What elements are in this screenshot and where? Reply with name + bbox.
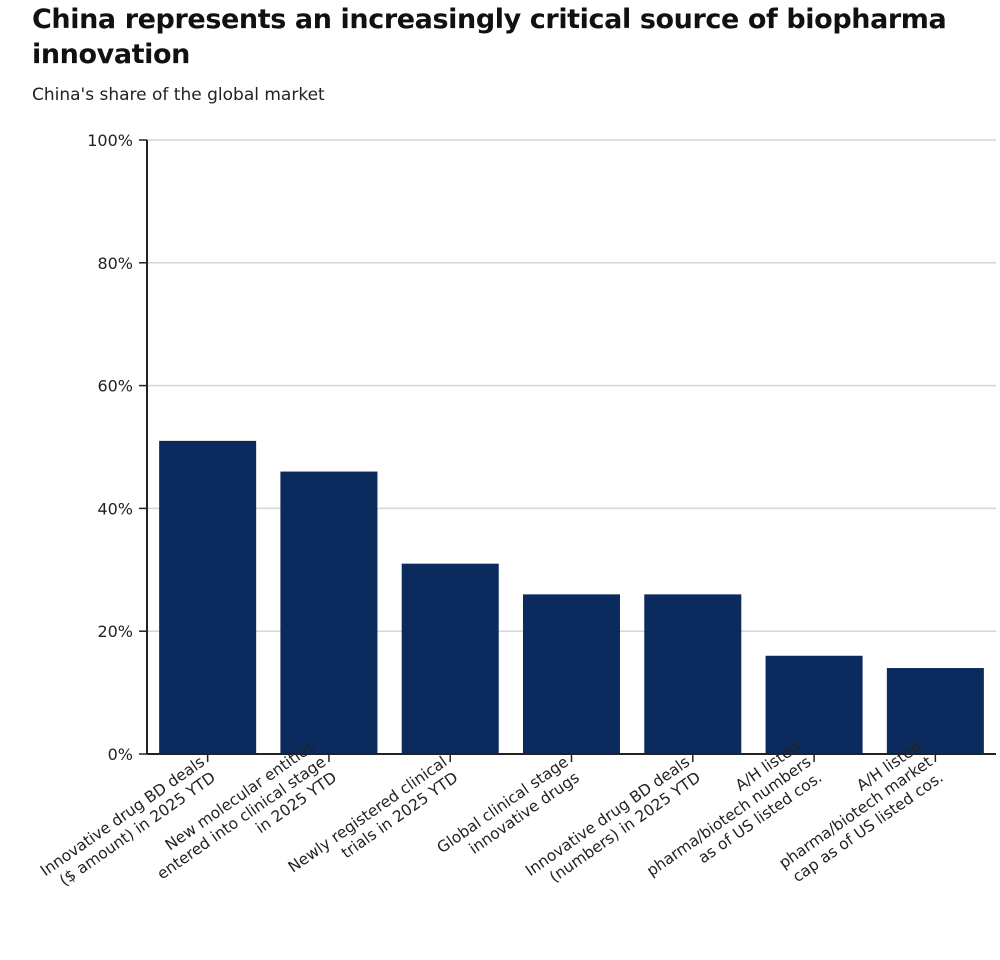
gridlines xyxy=(147,139,996,632)
bar xyxy=(401,563,499,754)
bar xyxy=(522,594,621,754)
bar xyxy=(765,655,863,754)
y-tick-label: 40% xyxy=(97,499,133,518)
bar xyxy=(159,440,257,754)
y-tick-label: 0% xyxy=(108,745,133,764)
x-category-labels: Innovative drug BD deals($ amount) in 20… xyxy=(37,737,946,898)
bar xyxy=(886,668,984,754)
y-tick-label: 100% xyxy=(87,131,133,150)
axes xyxy=(139,139,996,762)
bar xyxy=(644,594,742,754)
bars xyxy=(159,440,984,754)
y-tick-label: 80% xyxy=(97,254,133,273)
y-tick-label: 20% xyxy=(97,622,133,641)
y-tick-labels: 0% 20% 40% 60% 80% 100% xyxy=(87,131,133,764)
bar xyxy=(280,471,378,754)
y-tick-label: 60% xyxy=(97,377,133,396)
x-category-label: New molecular entitiesentered into clini… xyxy=(143,737,340,898)
chart-subtitle: China's share of the global market xyxy=(32,85,325,105)
chart-title: China represents an increasingly critica… xyxy=(32,4,947,70)
